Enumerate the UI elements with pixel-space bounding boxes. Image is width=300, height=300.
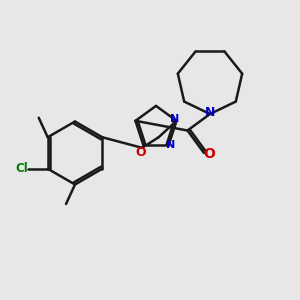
Text: O: O [135,146,146,159]
Text: N: N [170,114,180,124]
Text: N: N [166,140,175,150]
Text: N: N [205,106,215,119]
Text: O: O [203,148,215,161]
Text: Cl: Cl [15,162,28,175]
